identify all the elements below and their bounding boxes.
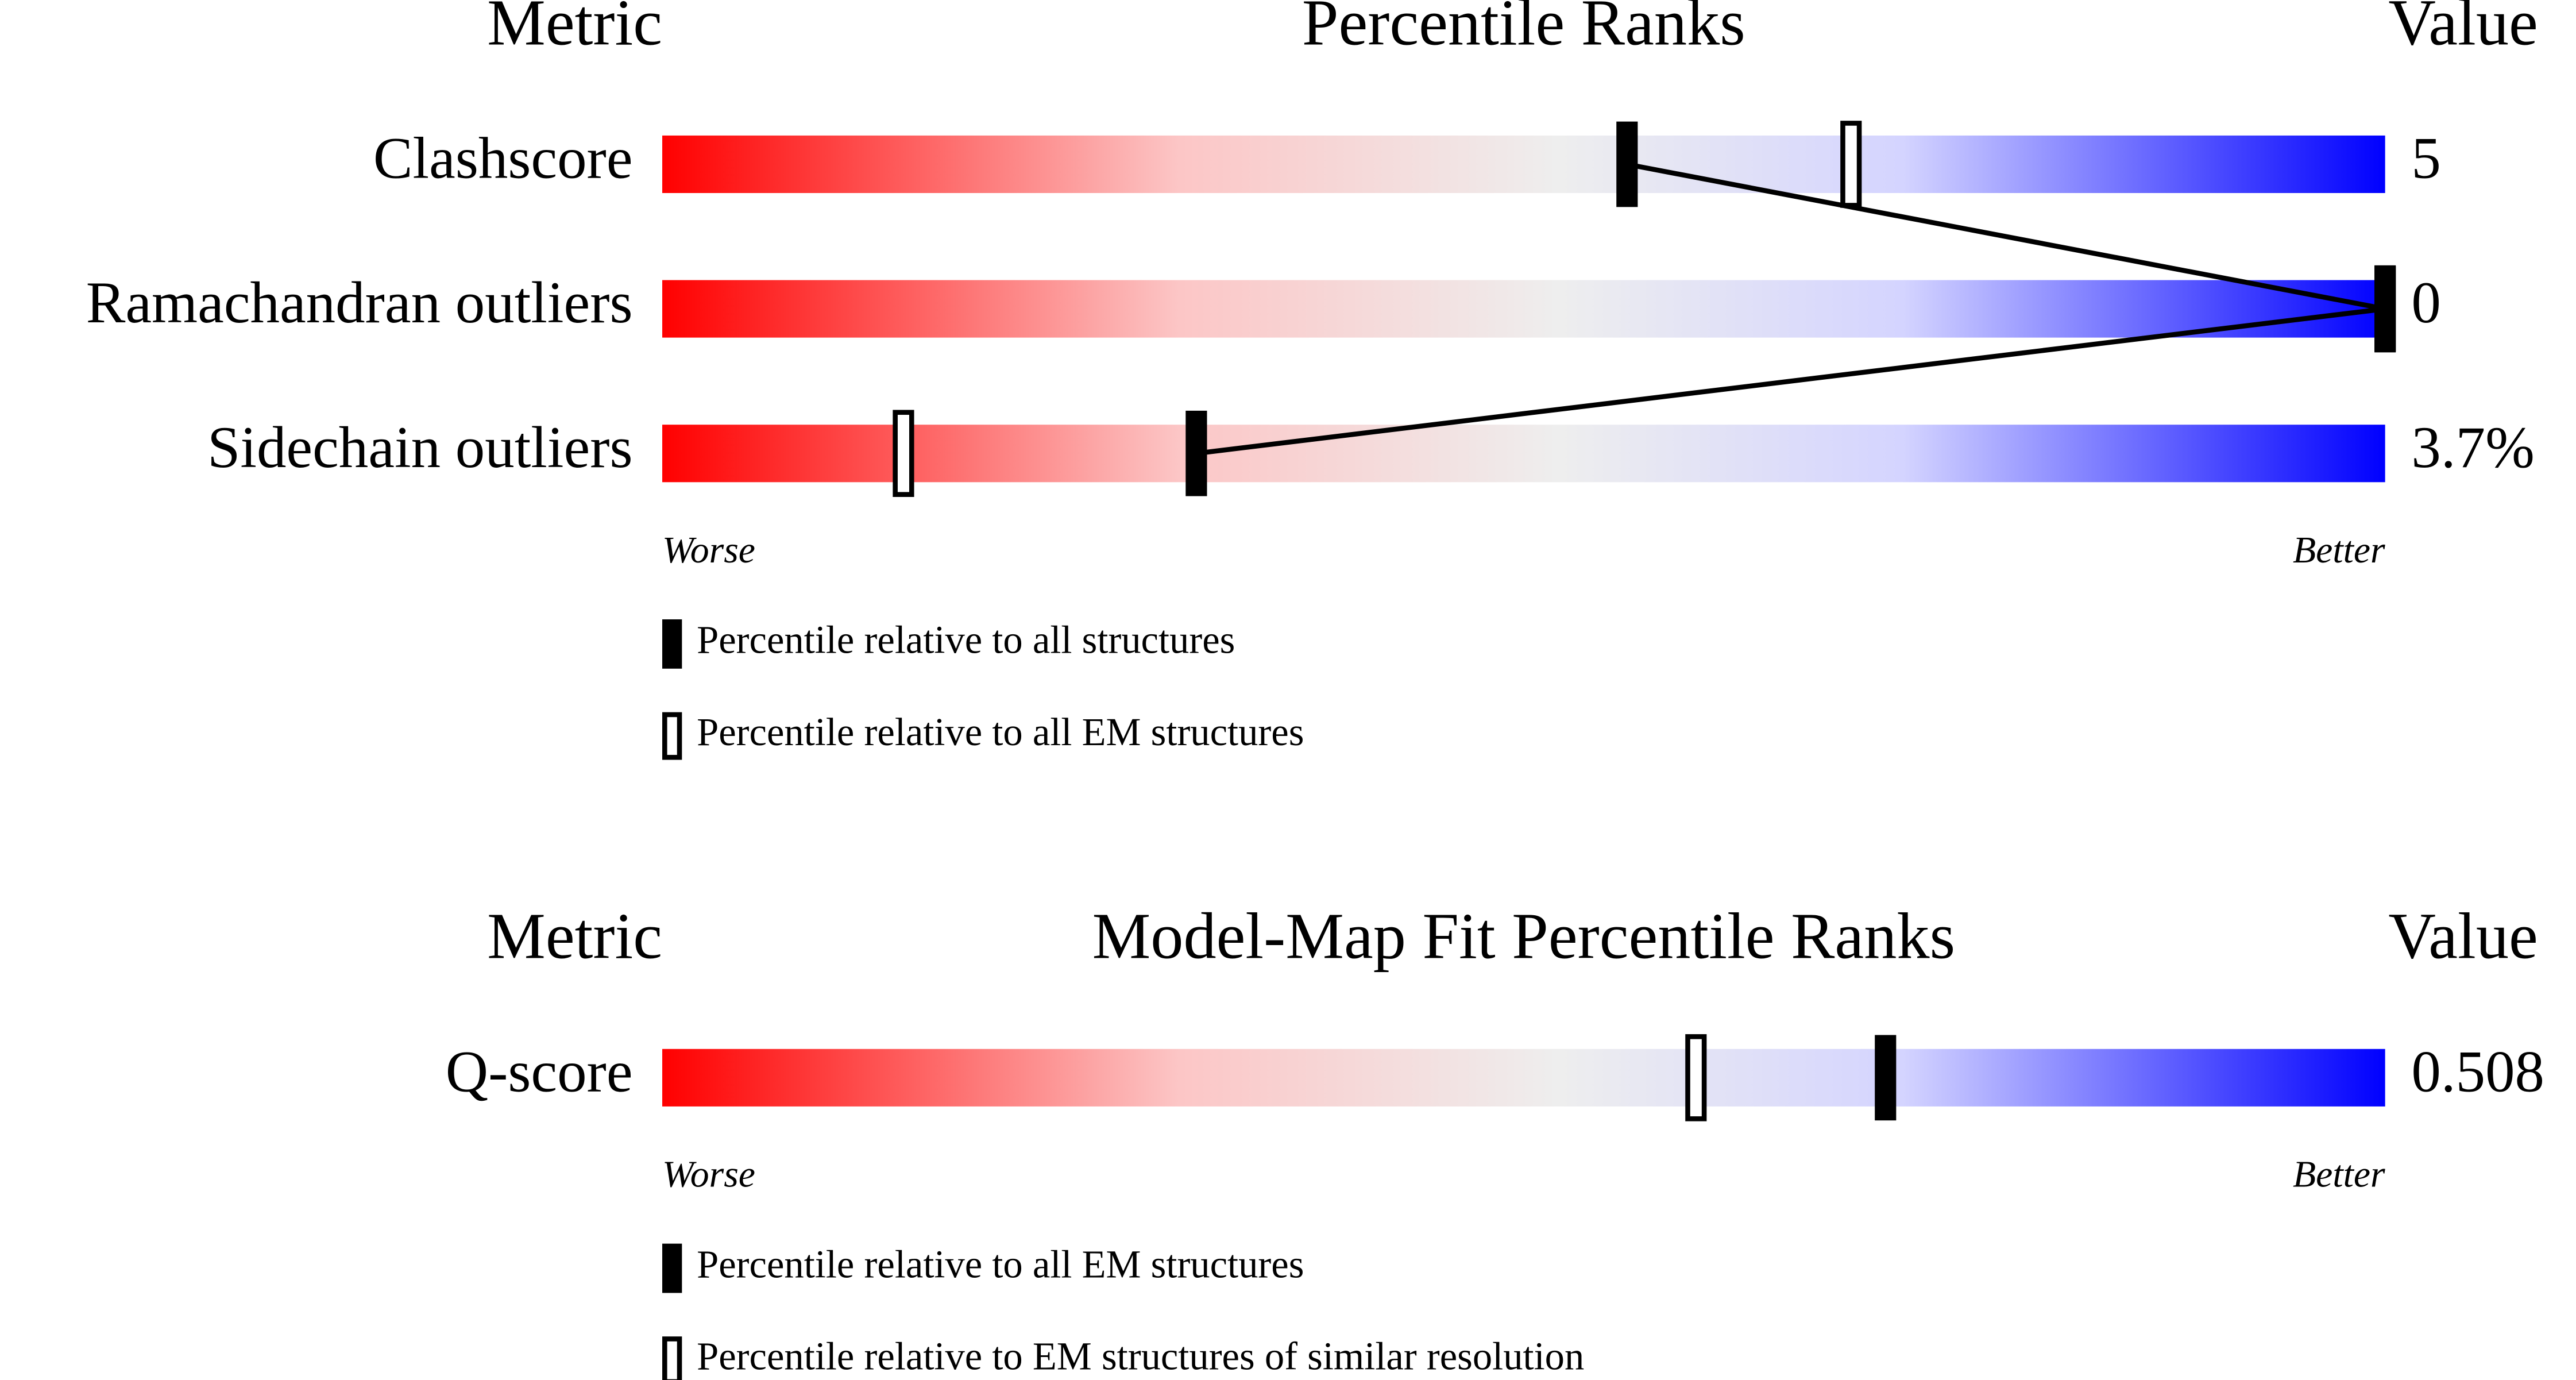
- connector-line: [1196, 161, 2386, 456]
- legend-swatch: [662, 1243, 682, 1293]
- legend-label: Percentile relative to EM structures of …: [697, 1334, 1584, 1378]
- header-value: Value: [2388, 0, 2538, 59]
- marker-open: [1685, 1034, 1707, 1121]
- header-metric: Metric: [487, 900, 662, 973]
- legend-swatch: [662, 1336, 682, 1380]
- marker-open: [1840, 121, 1862, 208]
- marker-filled: [1875, 1035, 1897, 1121]
- marker-open: [893, 410, 914, 498]
- metric-value: 0.508: [2411, 1039, 2544, 1104]
- percentile-bar: [662, 135, 2385, 193]
- header-value: Value: [2388, 900, 2538, 973]
- legend-label: Percentile relative to all structures: [697, 618, 1235, 662]
- metric-value: 5: [2411, 126, 2440, 191]
- metric-label: Q-score: [446, 1039, 633, 1104]
- header-metric: Metric: [487, 0, 662, 59]
- chart-title: Percentile Ranks: [1302, 0, 1745, 59]
- metric-label: Ramachandran outliers: [86, 270, 633, 336]
- legend-label: Percentile relative to all EM structures: [697, 1242, 1304, 1286]
- scale-high-label: Better: [2293, 1153, 2385, 1195]
- metric-value: 0: [2411, 270, 2440, 336]
- scale-high-label: Better: [2293, 529, 2385, 571]
- percentile-bar: [662, 425, 2385, 483]
- percentile-bar: [662, 280, 2385, 338]
- legend-swatch: [662, 712, 682, 760]
- chart-title: Model-Map Fit Percentile Ranks: [1092, 900, 1956, 973]
- scale-low-label: Worse: [662, 1153, 755, 1195]
- scale-low-label: Worse: [662, 529, 755, 571]
- legend-swatch: [662, 619, 682, 669]
- metric-value: 3.7%: [2411, 415, 2534, 480]
- percentile-bar: [662, 1049, 2385, 1107]
- metric-label: Sidechain outliers: [207, 415, 632, 480]
- legend-label: Percentile relative to all EM structures: [697, 710, 1304, 754]
- metric-label: Clashscore: [373, 126, 633, 191]
